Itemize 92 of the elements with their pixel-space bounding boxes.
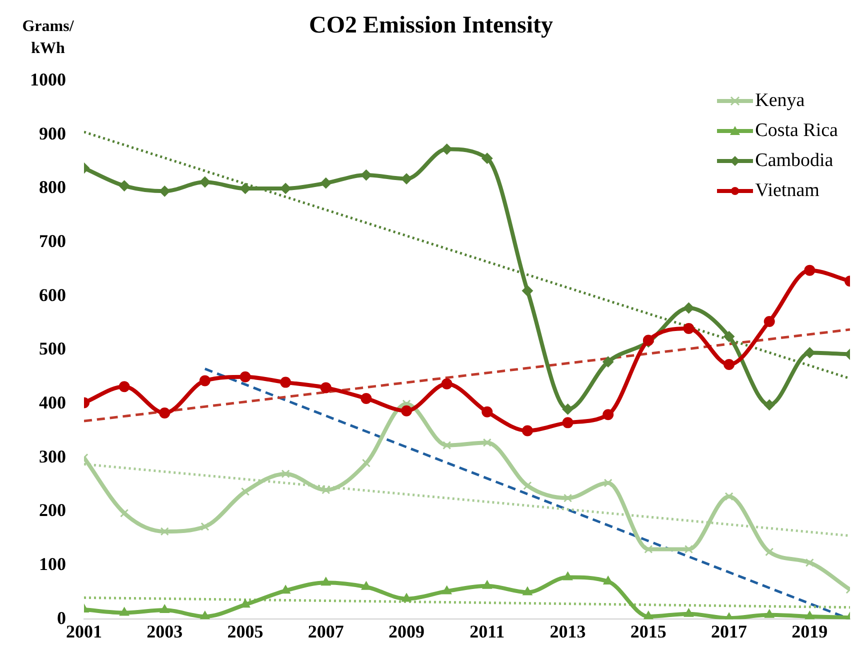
legend-label: Vietnam <box>755 179 820 203</box>
y-tick-label: 700 <box>39 230 66 251</box>
point <box>522 586 532 596</box>
point <box>280 585 290 594</box>
point <box>603 576 613 585</box>
point <box>562 572 573 580</box>
x-tick-label: 2019 <box>792 622 828 642</box>
legend-label: Costa Rica <box>755 119 838 143</box>
point <box>562 404 574 415</box>
point <box>441 378 452 390</box>
chart-title: CO2 Emission Intensity <box>308 12 554 39</box>
point <box>724 492 734 501</box>
point <box>482 580 492 589</box>
point <box>683 322 694 334</box>
point <box>764 609 774 618</box>
point <box>522 425 533 436</box>
point <box>804 611 815 620</box>
point <box>482 152 493 164</box>
point <box>644 544 653 554</box>
x-tick-label: 2015 <box>630 622 666 642</box>
point <box>482 406 493 418</box>
point <box>401 405 412 416</box>
y-tick-label: 300 <box>39 446 66 466</box>
y-axis-title: Grams/ kWh <box>21 17 75 59</box>
point <box>159 407 170 418</box>
point <box>564 494 572 502</box>
point <box>765 548 774 556</box>
point <box>764 399 775 410</box>
point <box>200 522 210 531</box>
point <box>401 173 412 184</box>
point <box>604 478 612 488</box>
point <box>482 438 492 447</box>
y-tick-label: 400 <box>39 392 66 412</box>
point <box>118 381 130 392</box>
point <box>120 508 129 518</box>
x-tick-label: 2007 <box>308 622 344 642</box>
point <box>199 176 210 188</box>
point <box>805 558 814 567</box>
point <box>724 331 735 342</box>
point <box>360 392 372 404</box>
point <box>240 487 250 496</box>
point <box>562 417 574 428</box>
point <box>522 285 533 296</box>
x-tick-label: 2017 <box>711 622 748 642</box>
point <box>199 375 210 386</box>
point <box>119 607 130 616</box>
point <box>602 356 614 368</box>
legend-label: Kenya <box>755 89 805 113</box>
point <box>159 186 170 197</box>
point <box>322 486 330 494</box>
point <box>683 302 694 314</box>
point <box>200 611 210 620</box>
point <box>362 458 370 468</box>
y-tick-label: 100 <box>39 554 66 574</box>
point <box>523 481 532 490</box>
x-tick-label: 2001 <box>66 622 102 642</box>
x-tick-label: 2003 <box>146 622 183 642</box>
point <box>441 144 452 155</box>
point <box>321 577 331 586</box>
point <box>361 581 372 590</box>
x-tick-label: 2013 <box>550 622 586 642</box>
point <box>442 441 452 450</box>
point <box>764 316 775 327</box>
point <box>320 178 332 189</box>
point <box>280 376 292 388</box>
point <box>160 604 170 614</box>
point <box>281 470 290 478</box>
point <box>442 586 452 594</box>
point <box>240 371 251 382</box>
point <box>644 611 654 620</box>
y-tick-label: 500 <box>39 338 66 359</box>
point <box>118 180 130 192</box>
point <box>280 182 292 194</box>
y-tick-label: 800 <box>39 177 66 198</box>
point <box>402 593 412 602</box>
y-tick-label: 900 <box>39 123 66 144</box>
y-tick-label: 200 <box>39 500 66 520</box>
point <box>684 544 694 554</box>
y-tick-label: 1000 <box>30 69 66 90</box>
legend-label: Cambodia <box>755 149 834 173</box>
point <box>804 264 816 276</box>
x-tick-label: 2005 <box>227 622 264 642</box>
point <box>684 608 694 617</box>
x-tick-label: 2009 <box>388 622 425 642</box>
point <box>724 359 735 370</box>
point <box>160 527 169 536</box>
y-tick-label: 600 <box>39 284 66 305</box>
point <box>320 382 332 394</box>
x-tick-label: 2011 <box>470 622 505 642</box>
point <box>602 409 614 420</box>
y-tick-label: 0 <box>57 608 66 628</box>
point <box>360 170 372 181</box>
